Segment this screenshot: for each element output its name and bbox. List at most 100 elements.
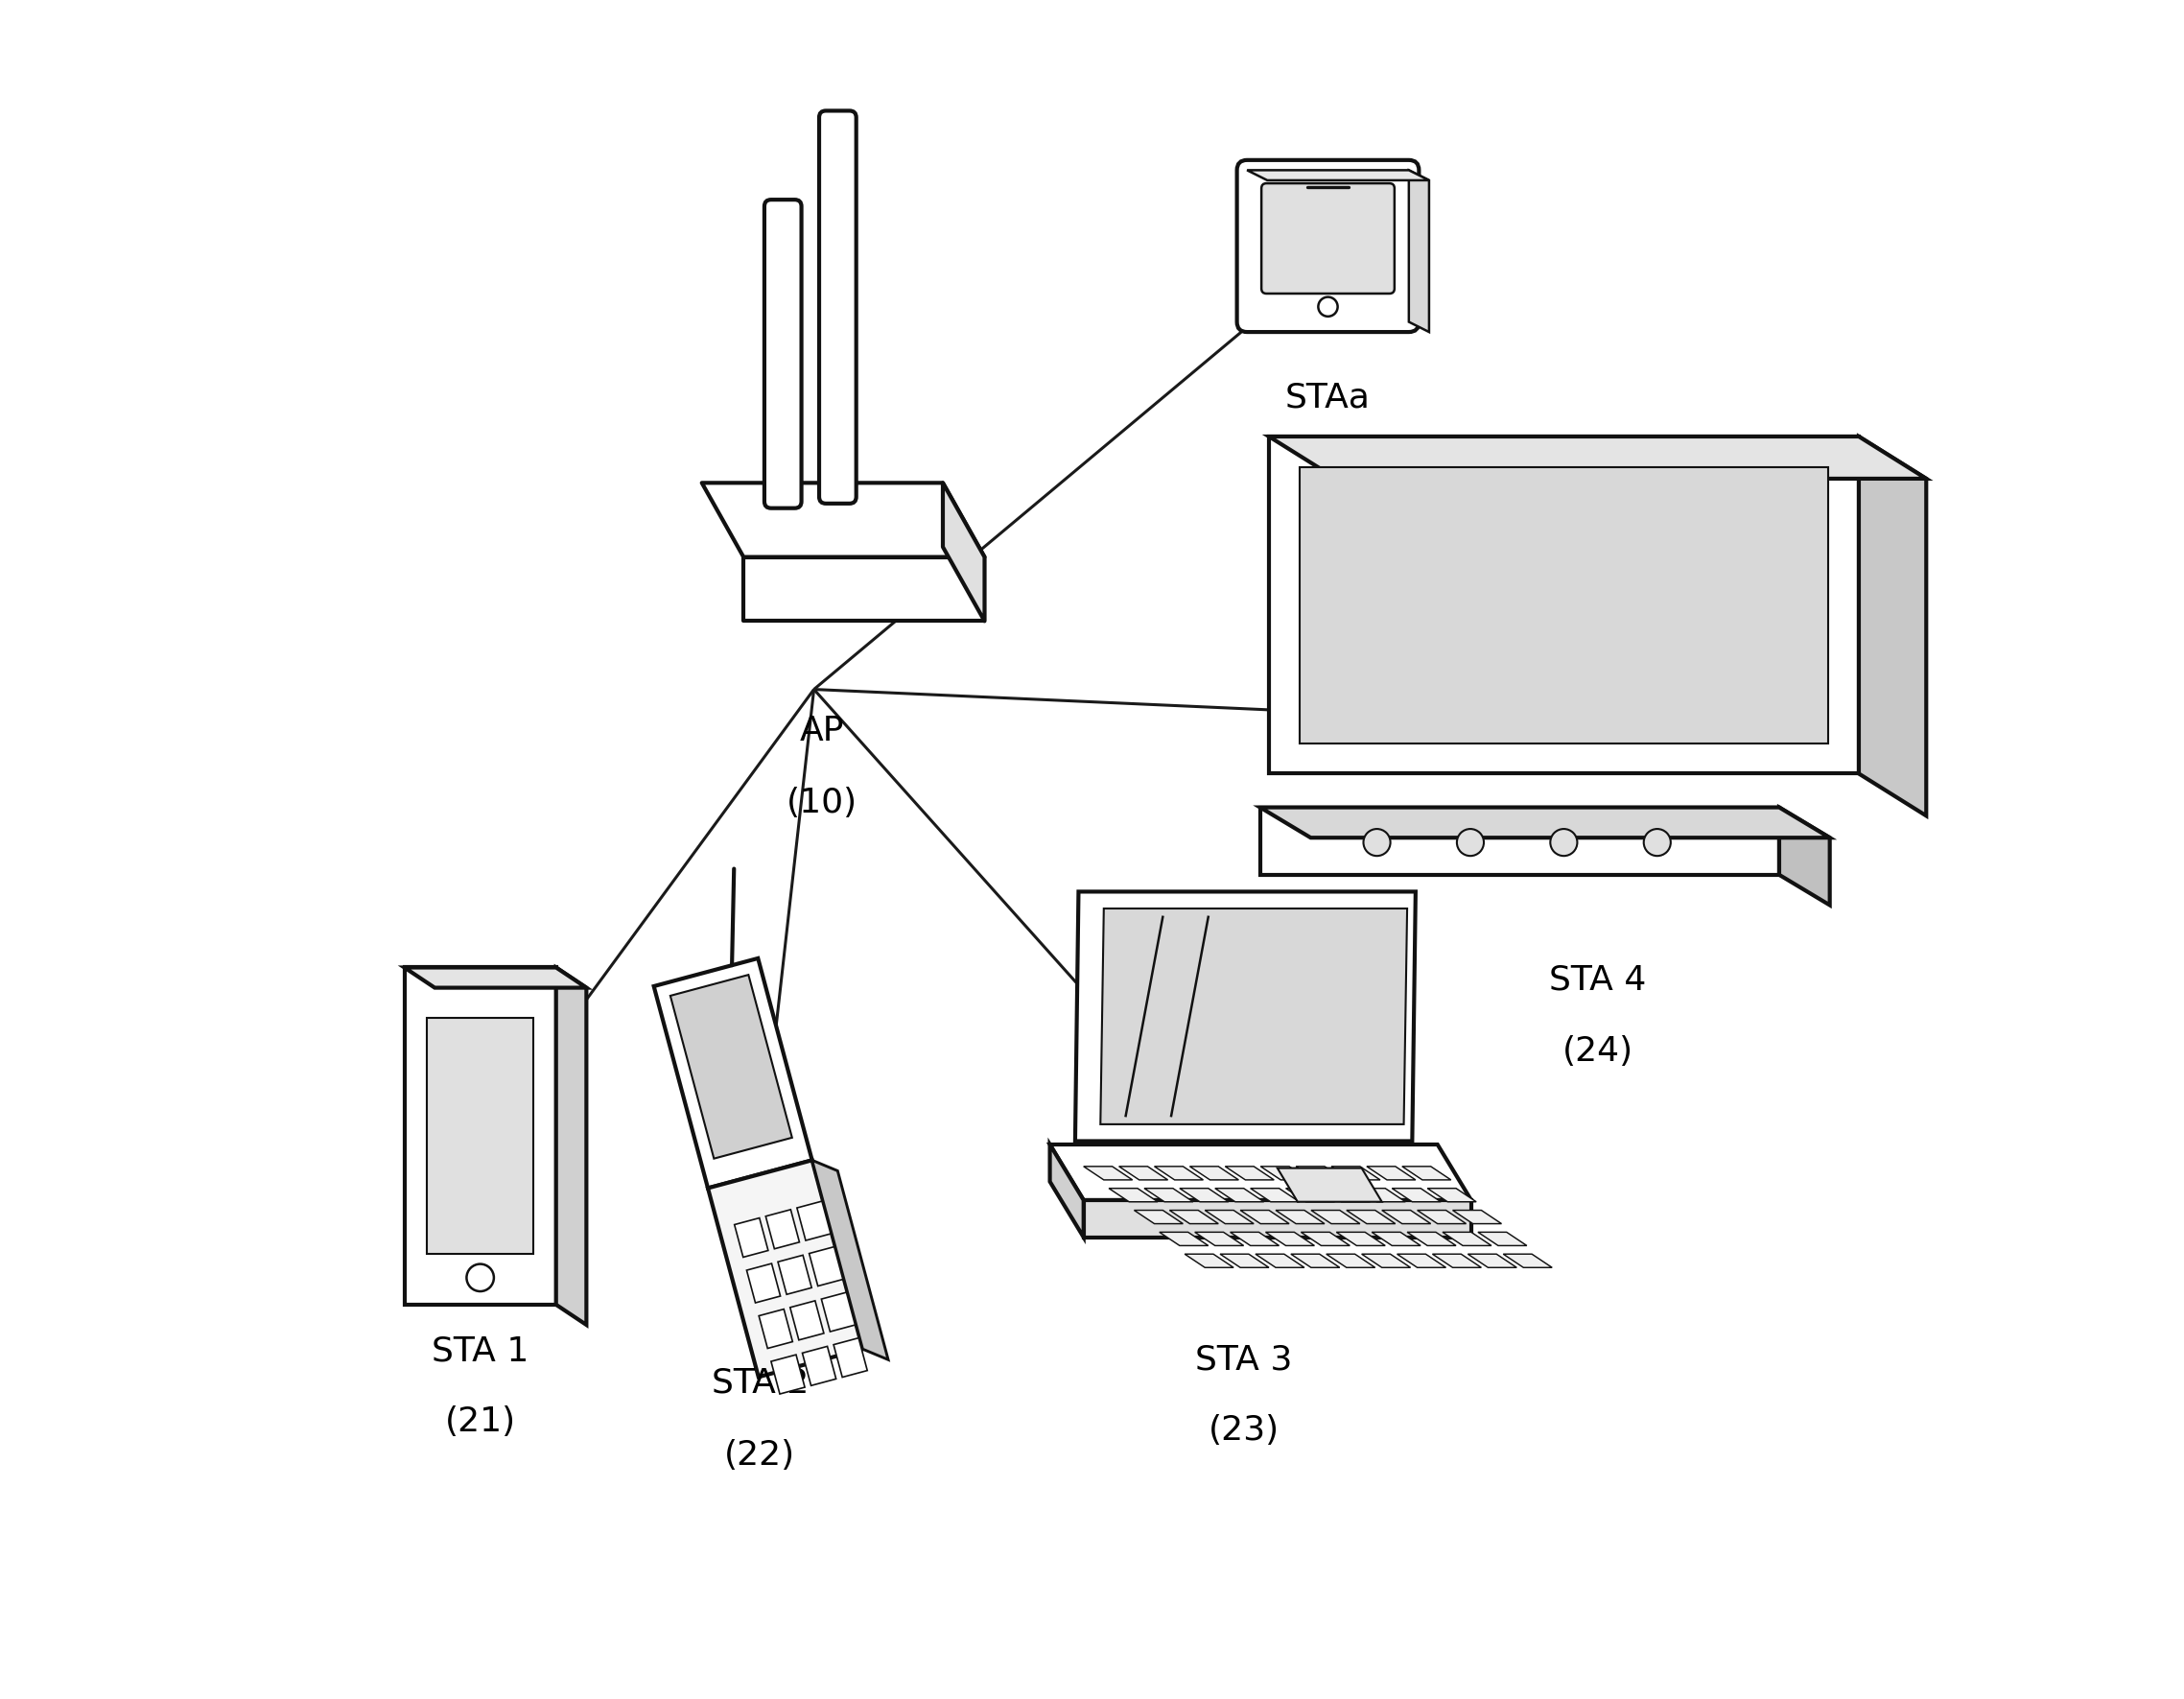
Circle shape — [2009, 753, 2031, 776]
Polygon shape — [1326, 1254, 1376, 1267]
Polygon shape — [404, 967, 557, 1305]
Polygon shape — [1302, 1232, 1350, 1245]
Polygon shape — [1332, 1167, 1380, 1179]
Polygon shape — [1179, 1188, 1230, 1201]
Polygon shape — [1184, 1254, 1234, 1267]
Polygon shape — [708, 1160, 863, 1376]
Polygon shape — [1310, 1210, 1361, 1223]
Polygon shape — [1321, 1188, 1369, 1201]
Polygon shape — [1190, 1167, 1238, 1179]
Circle shape — [1551, 829, 1577, 856]
Polygon shape — [1780, 807, 1830, 906]
Text: (23): (23) — [1208, 1414, 1280, 1448]
Circle shape — [1645, 829, 1671, 856]
Text: (22): (22) — [725, 1439, 795, 1471]
Circle shape — [1457, 829, 1483, 856]
Polygon shape — [834, 1337, 867, 1378]
Polygon shape — [1444, 1232, 1492, 1245]
FancyBboxPatch shape — [1959, 527, 2055, 819]
Polygon shape — [1348, 1210, 1396, 1223]
Polygon shape — [1260, 807, 1830, 838]
Circle shape — [1983, 656, 2005, 680]
Circle shape — [1983, 753, 2005, 776]
Polygon shape — [1230, 1232, 1280, 1245]
Polygon shape — [767, 1210, 799, 1249]
Polygon shape — [557, 967, 585, 1325]
Polygon shape — [1417, 1210, 1465, 1223]
Polygon shape — [1356, 1188, 1406, 1201]
Polygon shape — [1428, 1188, 1476, 1201]
Circle shape — [1983, 720, 2005, 744]
Polygon shape — [1214, 1188, 1265, 1201]
Polygon shape — [1075, 892, 1415, 1142]
Polygon shape — [1265, 1232, 1315, 1245]
Polygon shape — [1109, 1188, 1158, 1201]
Polygon shape — [1118, 1167, 1168, 1179]
Polygon shape — [1452, 1210, 1503, 1223]
Polygon shape — [404, 967, 585, 987]
Circle shape — [1319, 297, 1337, 316]
Polygon shape — [758, 1310, 793, 1349]
FancyBboxPatch shape — [1262, 183, 1396, 294]
Polygon shape — [1367, 1167, 1415, 1179]
Polygon shape — [771, 1354, 804, 1393]
Polygon shape — [791, 1301, 823, 1341]
Text: STA 1: STA 1 — [432, 1335, 529, 1368]
Polygon shape — [1051, 1145, 1083, 1237]
Polygon shape — [701, 483, 985, 557]
Polygon shape — [428, 1018, 533, 1254]
Text: STA 3: STA 3 — [1195, 1344, 1293, 1376]
Polygon shape — [1195, 1232, 1243, 1245]
Polygon shape — [1337, 1232, 1385, 1245]
Polygon shape — [1278, 1169, 1382, 1201]
Polygon shape — [808, 1247, 843, 1286]
Polygon shape — [1221, 1254, 1269, 1267]
Polygon shape — [1382, 1210, 1431, 1223]
Polygon shape — [1468, 1254, 1516, 1267]
Circle shape — [2009, 688, 2031, 712]
Polygon shape — [1402, 1167, 1450, 1179]
Polygon shape — [2044, 537, 2062, 817]
Circle shape — [1983, 624, 2005, 647]
Text: STA 4: STA 4 — [1548, 963, 1647, 997]
Polygon shape — [1479, 1232, 1527, 1245]
Polygon shape — [1269, 437, 1926, 479]
Polygon shape — [1299, 467, 1828, 742]
Polygon shape — [1409, 170, 1428, 331]
Polygon shape — [1144, 1188, 1192, 1201]
Text: STA 2: STA 2 — [712, 1368, 808, 1400]
Polygon shape — [1155, 1167, 1203, 1179]
Circle shape — [1363, 829, 1391, 856]
Polygon shape — [1286, 1188, 1334, 1201]
Polygon shape — [1251, 1188, 1299, 1201]
Polygon shape — [1083, 1199, 1472, 1237]
Polygon shape — [1206, 1210, 1254, 1223]
Polygon shape — [1260, 807, 1780, 875]
Text: (30): (30) — [1293, 454, 1363, 486]
Polygon shape — [778, 1256, 812, 1295]
Polygon shape — [1433, 1254, 1481, 1267]
Circle shape — [467, 1264, 494, 1291]
Circle shape — [2009, 656, 2031, 680]
Polygon shape — [1083, 1167, 1133, 1179]
Polygon shape — [1269, 437, 1859, 773]
Polygon shape — [1133, 1210, 1184, 1223]
Polygon shape — [1391, 1188, 1441, 1201]
Polygon shape — [653, 958, 812, 1188]
FancyBboxPatch shape — [764, 200, 802, 508]
Text: (10): (10) — [786, 787, 858, 819]
Polygon shape — [821, 1293, 856, 1332]
Polygon shape — [1256, 1254, 1304, 1267]
Polygon shape — [1406, 1232, 1457, 1245]
Polygon shape — [1168, 1210, 1219, 1223]
Polygon shape — [1859, 437, 1926, 816]
Polygon shape — [802, 1346, 836, 1386]
Text: AP: AP — [799, 715, 845, 748]
FancyBboxPatch shape — [819, 110, 856, 503]
FancyBboxPatch shape — [1236, 160, 1420, 331]
Polygon shape — [1275, 1210, 1324, 1223]
Polygon shape — [943, 483, 985, 622]
Polygon shape — [670, 975, 793, 1159]
Text: STAa: STAa — [1286, 381, 1372, 413]
Circle shape — [2009, 624, 2031, 647]
